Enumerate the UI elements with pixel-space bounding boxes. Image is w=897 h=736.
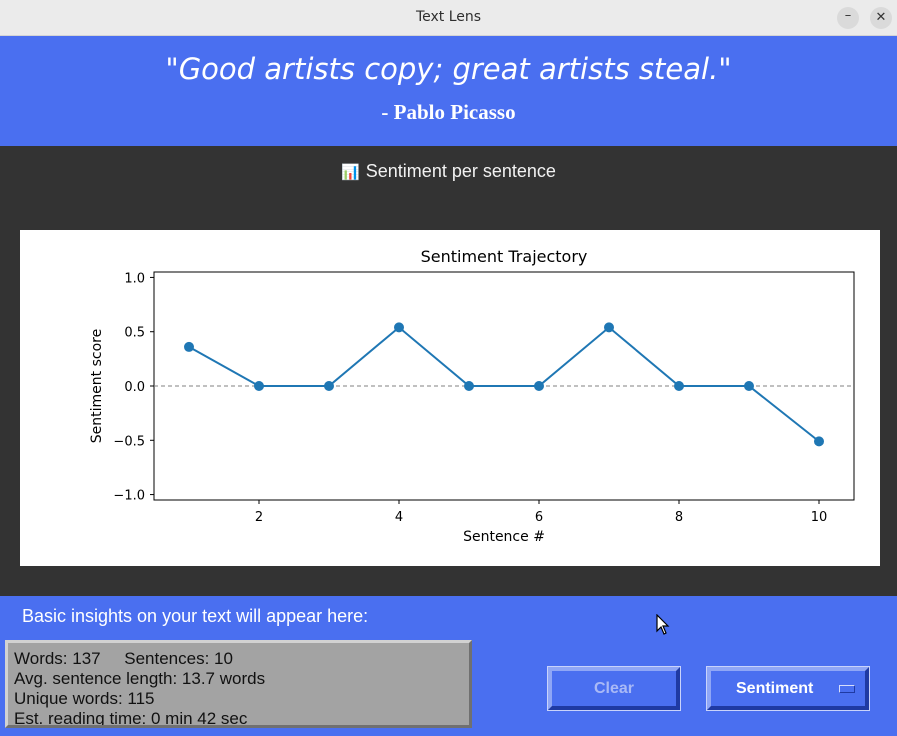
- quote-author: - Pablo Picasso: [381, 100, 516, 124]
- insights-area: Basic insights on your text will appear …: [0, 596, 897, 736]
- chart-section-title: Sentiment per sentence: [365, 161, 556, 181]
- stats-line: Words: 137 Sentences: 10: [14, 649, 233, 668]
- chart-section-header: 📊 Sentiment per sentence: [0, 161, 897, 182]
- y-axis-label: Sentiment score: [89, 329, 105, 443]
- data-point: [394, 322, 404, 333]
- chart-title: Sentiment Trajectory: [421, 247, 588, 266]
- sentiment-chart: 1.0 0.5 0.0 −0.5 −1.0 2 4 6 8 10 Sentiment Traject…: [89, 247, 855, 545]
- x-tick-label: 4: [395, 510, 403, 525]
- stats-textbox[interactable]: Words: 137 Sentences: 10 Avg. sentence l…: [5, 640, 472, 728]
- data-point: [254, 381, 264, 391]
- stats-line: Avg. sentence length: 13.7 words: [14, 669, 266, 688]
- data-point: [184, 341, 194, 352]
- sentiment-menubutton[interactable]: Sentiment: [706, 666, 870, 711]
- data-point: [324, 381, 334, 391]
- x-tick-label: 10: [811, 510, 828, 525]
- quote-banner: "Good artists copy; great artists steal.…: [0, 36, 897, 146]
- chart-panel: 📊 Sentiment per sentence 1.0 0.5 0.0 −0.5 −1.…: [0, 146, 897, 596]
- x-tick-label: 8: [675, 510, 683, 525]
- window-title: Text Lens: [415, 9, 482, 25]
- minimize-button[interactable]: –: [837, 7, 859, 29]
- x-tick-label: 6: [535, 510, 543, 525]
- mouse-pointer-icon: [656, 614, 670, 635]
- quote-text: "Good artists copy; great artists steal.…: [165, 52, 732, 86]
- bar-chart-icon: 📊: [341, 164, 360, 181]
- stats-line: Unique words: 115: [14, 689, 155, 708]
- data-point: [534, 381, 544, 391]
- y-tick-label: −0.5: [113, 434, 145, 449]
- stats-line: Est. reading time: 0 min 42 sec: [14, 709, 248, 728]
- x-tick-label: 2: [255, 510, 263, 525]
- title-bar: Text Lens – ✕: [0, 0, 897, 36]
- insights-label: Basic insights on your text will appear …: [22, 606, 369, 626]
- y-tick-label: −1.0: [113, 489, 145, 504]
- y-tick-label: 1.0: [124, 271, 145, 286]
- x-axis-label: Sentence #: [463, 529, 545, 545]
- close-button[interactable]: ✕: [870, 7, 892, 29]
- clear-button[interactable]: Clear: [547, 666, 681, 711]
- series-line: [188, 326, 820, 443]
- sentiment-button-label: Sentiment: [736, 680, 814, 697]
- data-point: [604, 322, 614, 333]
- chart-canvas: 1.0 0.5 0.0 −0.5 −1.0 2 4 6 8 10 Sentiment Traject…: [20, 230, 880, 566]
- y-tick-label: 0.5: [124, 326, 145, 341]
- data-point: [744, 381, 754, 391]
- data-point: [674, 381, 684, 391]
- y-tick-label: 0.0: [124, 380, 145, 395]
- data-point: [814, 436, 824, 447]
- data-point: [464, 381, 474, 391]
- menu-indicator-icon: [839, 685, 855, 693]
